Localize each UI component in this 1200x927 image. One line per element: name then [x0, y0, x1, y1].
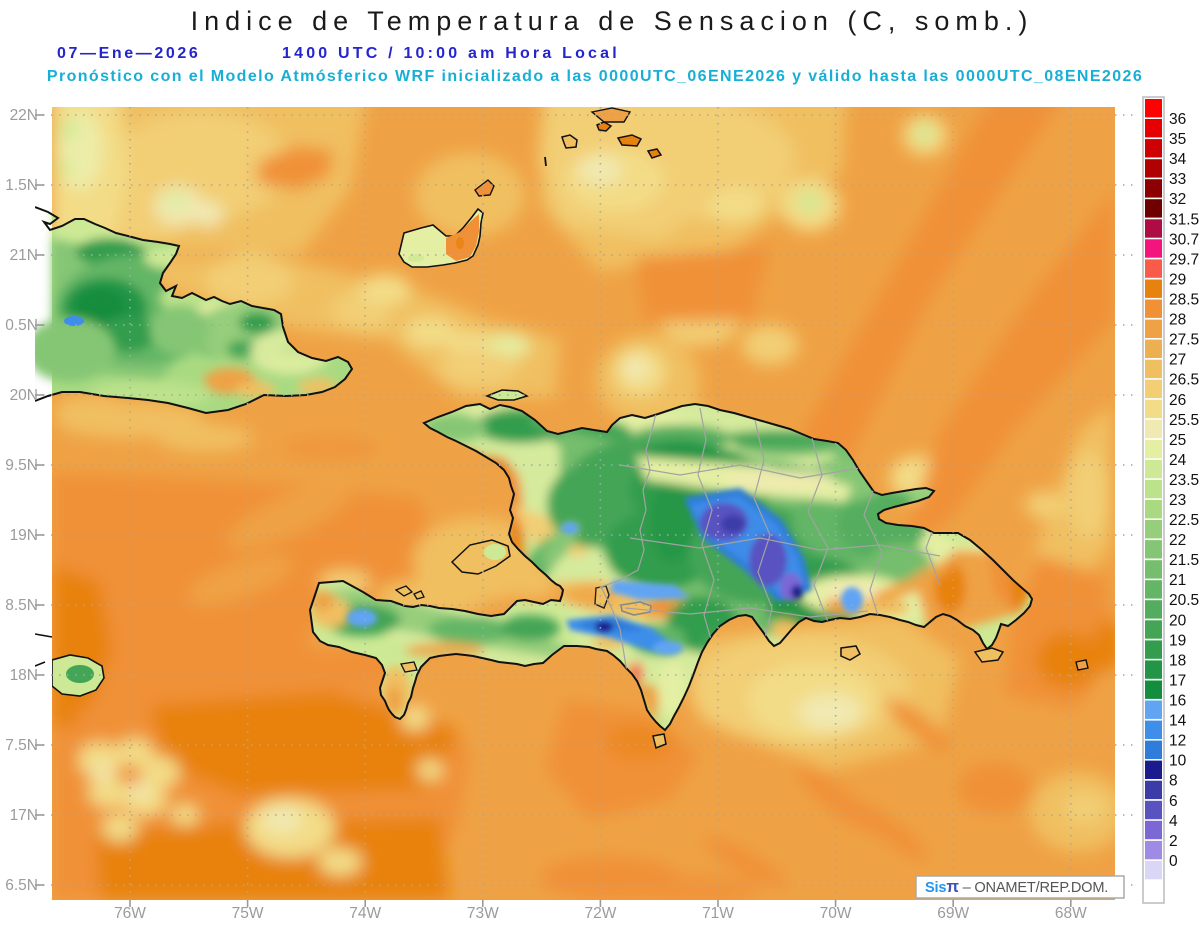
svg-text:0: 0 — [1169, 853, 1178, 870]
svg-text:29: 29 — [1169, 272, 1186, 289]
svg-text:4: 4 — [1169, 813, 1178, 830]
svg-text:22N: 22N — [10, 107, 38, 124]
svg-text:35: 35 — [1169, 131, 1186, 148]
svg-text:21N: 21N — [10, 247, 38, 264]
svg-text:31.5: 31.5 — [1169, 211, 1199, 228]
svg-text:29.7: 29.7 — [1169, 251, 1199, 268]
svg-text:20.5: 20.5 — [1169, 592, 1199, 609]
svg-text:30.7: 30.7 — [1169, 231, 1199, 248]
svg-text:21.5: 21.5 — [1169, 552, 1199, 569]
svg-text:Indice de Temperatura de Sensa: Indice de Temperatura de Sensacion (C, s… — [191, 6, 1034, 36]
svg-text:17: 17 — [1169, 673, 1186, 690]
svg-text:22: 22 — [1169, 532, 1186, 549]
svg-text:20: 20 — [1169, 612, 1187, 629]
svg-text:33: 33 — [1169, 171, 1186, 188]
svg-text:18: 18 — [1169, 652, 1186, 669]
svg-text:71W: 71W — [702, 905, 734, 922]
svg-text:74W: 74W — [349, 905, 381, 922]
svg-text:07—Ene—2026: 07—Ene—2026 — [57, 45, 200, 62]
svg-text:25: 25 — [1169, 432, 1186, 449]
svg-text:70W: 70W — [820, 905, 852, 922]
svg-text:21: 21 — [1169, 572, 1186, 589]
svg-text:12: 12 — [1169, 733, 1186, 750]
svg-text:69W: 69W — [937, 905, 969, 922]
svg-text:22.5: 22.5 — [1169, 512, 1199, 529]
svg-text:27.5: 27.5 — [1169, 332, 1199, 349]
svg-text:23: 23 — [1169, 492, 1186, 509]
svg-text:28: 28 — [1169, 312, 1186, 329]
svg-text:14: 14 — [1169, 713, 1187, 730]
svg-text:9.5N: 9.5N — [5, 457, 38, 474]
svg-text:26: 26 — [1169, 392, 1186, 409]
svg-text:76W: 76W — [114, 905, 146, 922]
svg-text:36: 36 — [1169, 111, 1186, 128]
svg-text:34: 34 — [1169, 151, 1187, 168]
svg-text:23.5: 23.5 — [1169, 472, 1199, 489]
svg-text:18N: 18N — [10, 667, 38, 684]
svg-text:24: 24 — [1169, 452, 1187, 469]
svg-text:32: 32 — [1169, 191, 1186, 208]
svg-text:19: 19 — [1169, 632, 1186, 649]
svg-text:26.5: 26.5 — [1169, 372, 1199, 389]
svg-text:0.5N: 0.5N — [5, 317, 38, 334]
svg-text:7.5N: 7.5N — [5, 737, 38, 754]
svg-text:16: 16 — [1169, 693, 1186, 710]
svg-text:27: 27 — [1169, 352, 1186, 369]
svg-text:8.5N: 8.5N — [5, 597, 38, 614]
svg-text:25.5: 25.5 — [1169, 412, 1199, 429]
svg-text:1.5N: 1.5N — [5, 177, 38, 194]
svg-text:19N: 19N — [10, 527, 38, 544]
svg-text:68W: 68W — [1055, 905, 1087, 922]
svg-text:75W: 75W — [232, 905, 264, 922]
svg-text:72W: 72W — [584, 905, 616, 922]
svg-text:6: 6 — [1169, 793, 1178, 810]
svg-text:Pronóstico con el Modelo Atmós: Pronóstico con el Modelo Atmósferico WRF… — [47, 68, 1143, 85]
svg-text:28.5: 28.5 — [1169, 292, 1199, 309]
svg-text:73W: 73W — [467, 905, 499, 922]
svg-text:2: 2 — [1169, 833, 1178, 850]
svg-text:8: 8 — [1169, 773, 1178, 790]
svg-text:1400 UTC / 10:00 am Hora Local: 1400 UTC / 10:00 am Hora Local — [282, 45, 620, 62]
svg-text:Sisπ – ONAMET/REP.DOM.: Sisπ – ONAMET/REP.DOM. — [925, 878, 1108, 896]
svg-text:20N: 20N — [10, 387, 38, 404]
svg-text:10: 10 — [1169, 753, 1187, 770]
svg-text:17N: 17N — [10, 807, 38, 824]
svg-text:6.5N: 6.5N — [5, 877, 38, 894]
